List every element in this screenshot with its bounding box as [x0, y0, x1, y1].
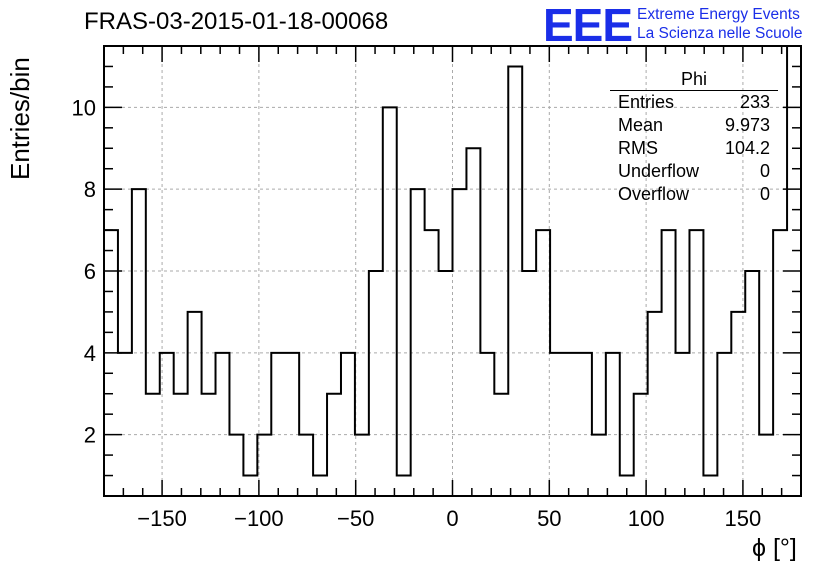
- histogram-bin: [243, 476, 257, 496]
- logo-line-2: La Scienza nelle Scuole: [637, 25, 803, 42]
- stats-row-rms: RMS 104.2: [610, 137, 778, 160]
- histogram-bin: [536, 230, 550, 496]
- histogram-bin: [299, 435, 313, 496]
- x-tick-label: 0: [446, 506, 458, 531]
- logo-line-1: Extreme Energy Events: [637, 6, 800, 23]
- histogram-bin: [773, 230, 787, 496]
- histogram-bin: [703, 476, 717, 496]
- histogram-bin: [648, 312, 662, 496]
- histogram-bin: [494, 394, 508, 496]
- histogram-bin: [508, 66, 522, 496]
- histogram-bin: [383, 107, 397, 496]
- histogram-bin: [369, 271, 383, 496]
- y-tick-label: 4: [84, 341, 96, 366]
- stats-value: 104.2: [724, 138, 770, 158]
- histogram-bin: [146, 394, 160, 496]
- histogram-steps: [104, 45, 801, 477]
- histogram-bin: [564, 353, 578, 496]
- histogram-bin: [480, 353, 494, 496]
- histogram-bin: [662, 230, 676, 496]
- histogram-bin: [397, 476, 411, 496]
- histogram-bin: [271, 353, 285, 496]
- histogram-bin: [731, 312, 745, 496]
- histogram-bin: [411, 189, 425, 496]
- x-tick-label: 50: [537, 506, 561, 531]
- histogram-bin: [592, 435, 606, 496]
- histogram-bin: [689, 230, 703, 496]
- eee-logo: EEE: [543, 0, 633, 51]
- y-axis-label: Entries/bin: [5, 57, 35, 180]
- histogram-bin: [216, 353, 230, 496]
- histogram-bin: [341, 353, 355, 496]
- histogram-bin: [355, 435, 369, 496]
- stats-value: 0: [759, 184, 770, 204]
- stats-row-mean: Mean 9.973: [610, 114, 778, 137]
- x-tick-label: −50: [337, 506, 374, 531]
- histogram-bin: [285, 353, 299, 496]
- x-tick-label: 100: [628, 506, 665, 531]
- x-axis-label: ϕ [°]: [752, 534, 797, 562]
- stats-label: Overflow: [618, 184, 690, 204]
- histogram-bin: [676, 353, 690, 496]
- stats-value: 9.973: [724, 115, 770, 135]
- y-tick-label: 2: [84, 423, 96, 448]
- histogram-bin: [466, 148, 480, 496]
- histogram-bin: [453, 189, 467, 496]
- y-tick-label: 10: [72, 95, 96, 120]
- logo-caption: Extreme Energy Events La Scienza nelle S…: [637, 5, 802, 43]
- histogram-bin: [104, 230, 118, 496]
- stats-row-underflow: Underflow 0: [610, 160, 778, 183]
- histogram-bin: [550, 353, 564, 496]
- histogram-bin: [327, 394, 341, 496]
- histogram-bin: [229, 435, 243, 496]
- x-tick-label: 150: [725, 506, 762, 531]
- histogram-bin: [759, 435, 773, 496]
- y-tick-label: 6: [84, 259, 96, 284]
- stats-label: Mean: [618, 115, 664, 135]
- histogram-bin: [717, 353, 731, 496]
- stats-row-entries: Entries 233: [610, 91, 778, 114]
- stats-value: 0: [759, 161, 770, 181]
- histogram-bin: [188, 312, 202, 496]
- stats-label: Entries: [618, 92, 675, 112]
- x-tick-label: −100: [234, 506, 284, 531]
- stats-value: 233: [739, 92, 770, 112]
- histogram-bin: [313, 476, 327, 496]
- histogram-bin: [578, 353, 592, 496]
- histogram-bin: [202, 394, 216, 496]
- histogram-bin: [160, 353, 174, 496]
- histogram-bin: [745, 271, 759, 496]
- stats-row-overflow: Overflow 0: [610, 183, 778, 206]
- histogram-bin: [522, 271, 536, 496]
- stats-label: RMS: [618, 138, 658, 158]
- histogram-bin: [132, 189, 146, 496]
- histogram-bin: [425, 230, 439, 496]
- histogram-bin: [174, 394, 188, 496]
- x-tick-label: −150: [137, 506, 187, 531]
- histogram-bin: [118, 353, 132, 496]
- stats-title: Phi: [610, 68, 778, 91]
- chart-title: FRAS-03-2015-01-18-00068: [84, 8, 389, 35]
- histogram-bin: [439, 271, 453, 496]
- histogram-bin: [606, 353, 620, 496]
- y-tick-label: 8: [84, 177, 96, 202]
- stats-label: Underflow: [618, 161, 700, 181]
- stats-box: Phi Entries 233 Mean 9.973 RMS 104.2 Und…: [610, 68, 778, 206]
